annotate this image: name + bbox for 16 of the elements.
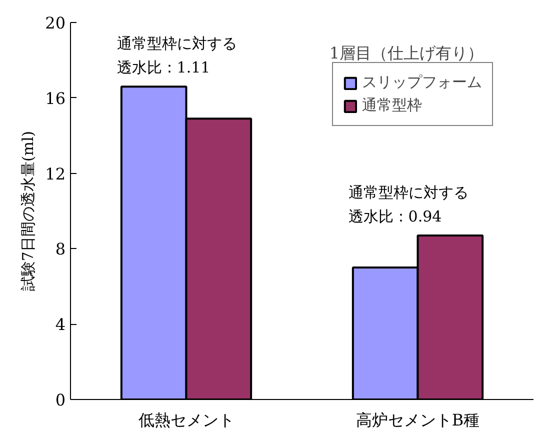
annotation: 通常型枠に対する [348,184,468,202]
y-tick-label: 0 [55,390,66,410]
x-tick-label: 高炉セメントB種 [356,410,480,430]
x-tick-label: 低熱セメント [138,410,234,430]
legend-label: 通常型枠 [362,96,422,115]
y-tick-label: 4 [55,315,66,334]
y-tick-label: 16 [45,88,66,108]
y-tick-label: 8 [55,240,66,259]
annotation: 通常型枠に対する [116,34,237,53]
annotation: 透水比：1.11 [116,58,210,77]
y-tick-label: 20 [45,14,66,32]
annotation: 透水比：0.94 [348,208,442,226]
y-tick-label: 12 [45,164,66,184]
legend-label: スリップフォーム [362,73,482,92]
text: 1層目（仕上げ有り） [329,44,484,62]
y-axis-title: 試験7日間の透水量(ml) [19,130,38,292]
